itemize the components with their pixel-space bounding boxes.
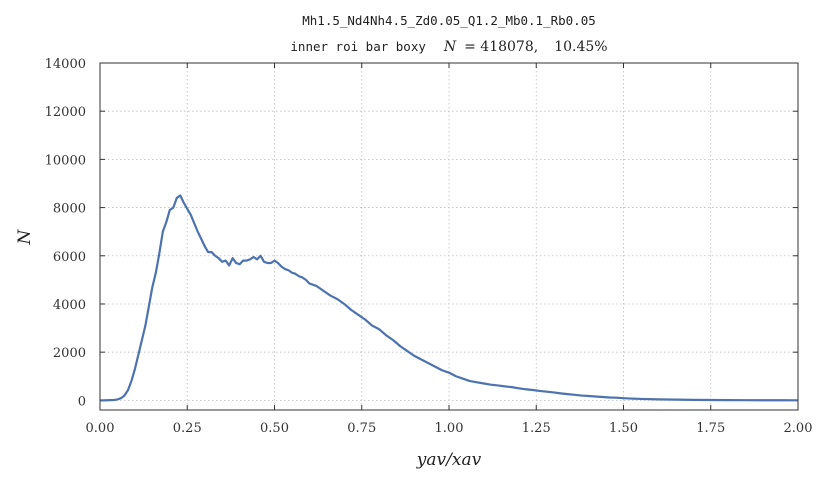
y-tick-label: 4000	[53, 298, 86, 313]
x-tick-labels: 0.00 0.25 0.50 0.75 1.00 1.25 1.50 1.75 2.00	[86, 421, 813, 436]
x-axis-label: yav/xav	[416, 450, 482, 470]
subtitle-percent: 10.45%	[554, 39, 607, 55]
y-tick-label: 2000	[53, 346, 86, 361]
chart-title: Mh1.5_Nd4Nh4.5_Zd0.05_Q1.2_Mb0.1_Rb0.05	[302, 13, 596, 28]
y-tick-label: 6000	[53, 250, 86, 265]
series-line	[100, 194, 799, 402]
y-tick-label: 12000	[45, 105, 86, 120]
x-tick-label: 1.25	[522, 421, 551, 436]
plot-frame	[99, 62, 799, 411]
x-tick-label: 0.75	[347, 421, 376, 436]
y-tick-label: 8000	[53, 202, 86, 217]
y-tick-label: 14000	[45, 57, 86, 72]
subtitle-text: inner roi bar boxy	[290, 39, 426, 54]
x-tick-label: 0.50	[260, 421, 289, 436]
chart-subtitle: inner roi bar boxy N = 418078, 10.45%	[290, 38, 607, 55]
y-tick-label: 0	[78, 394, 86, 409]
subtitle-n-value: = 418078,	[464, 39, 538, 55]
x-tick-label: 2.00	[784, 421, 813, 436]
x-tick-label: 1.75	[696, 421, 725, 436]
x-tick-label: 0.00	[86, 421, 115, 436]
x-tick-label: 1.00	[435, 421, 464, 436]
y-axis-label: N	[15, 228, 35, 245]
grid	[100, 63, 798, 410]
y-tick-labels: 0 2000 4000 6000 8000 10000 12000 14000	[45, 57, 86, 409]
x-tick-label: 0.25	[173, 421, 202, 436]
x-tick-label: 1.50	[609, 421, 638, 436]
y-tick-label: 10000	[45, 153, 86, 168]
subtitle-n-label: N	[443, 39, 457, 55]
